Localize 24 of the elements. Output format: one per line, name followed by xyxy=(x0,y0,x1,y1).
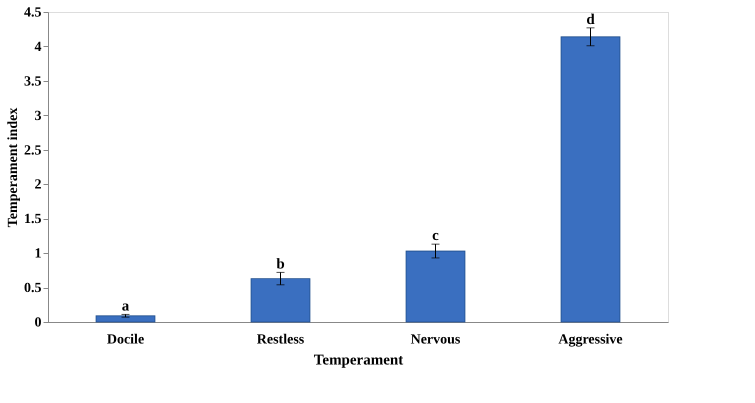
y-tick-label: 3 xyxy=(34,108,42,124)
y-tick-label: 2 xyxy=(34,178,42,193)
y-tick-label: 3.5 xyxy=(24,74,42,90)
annotation: d xyxy=(586,12,596,28)
annotation: b xyxy=(276,256,285,272)
y-tick-label: 1 xyxy=(34,246,42,262)
x-tick-label: Aggressive xyxy=(558,332,623,348)
y-tick-label: 1.5 xyxy=(24,212,42,228)
annotation: a xyxy=(122,298,130,314)
x-tick-label: Restless xyxy=(256,332,305,348)
bar xyxy=(96,315,156,322)
bar xyxy=(250,278,310,322)
x-axis-title: Temperament xyxy=(314,352,404,368)
y-tick-label: 0.5 xyxy=(24,281,42,296)
bar xyxy=(560,36,620,322)
y-tick-label: 2.5 xyxy=(24,143,42,158)
annotation: c xyxy=(432,228,440,244)
x-tick-label: Nervous xyxy=(410,332,461,348)
y-axis-title: Temperament index xyxy=(6,108,21,228)
y-tick-label: 4 xyxy=(34,40,42,55)
y-tick-label: 4.5 xyxy=(24,6,42,20)
x-tick-label: Docile xyxy=(106,332,144,348)
y-tick-label: 0 xyxy=(34,316,42,330)
bar xyxy=(406,250,466,322)
